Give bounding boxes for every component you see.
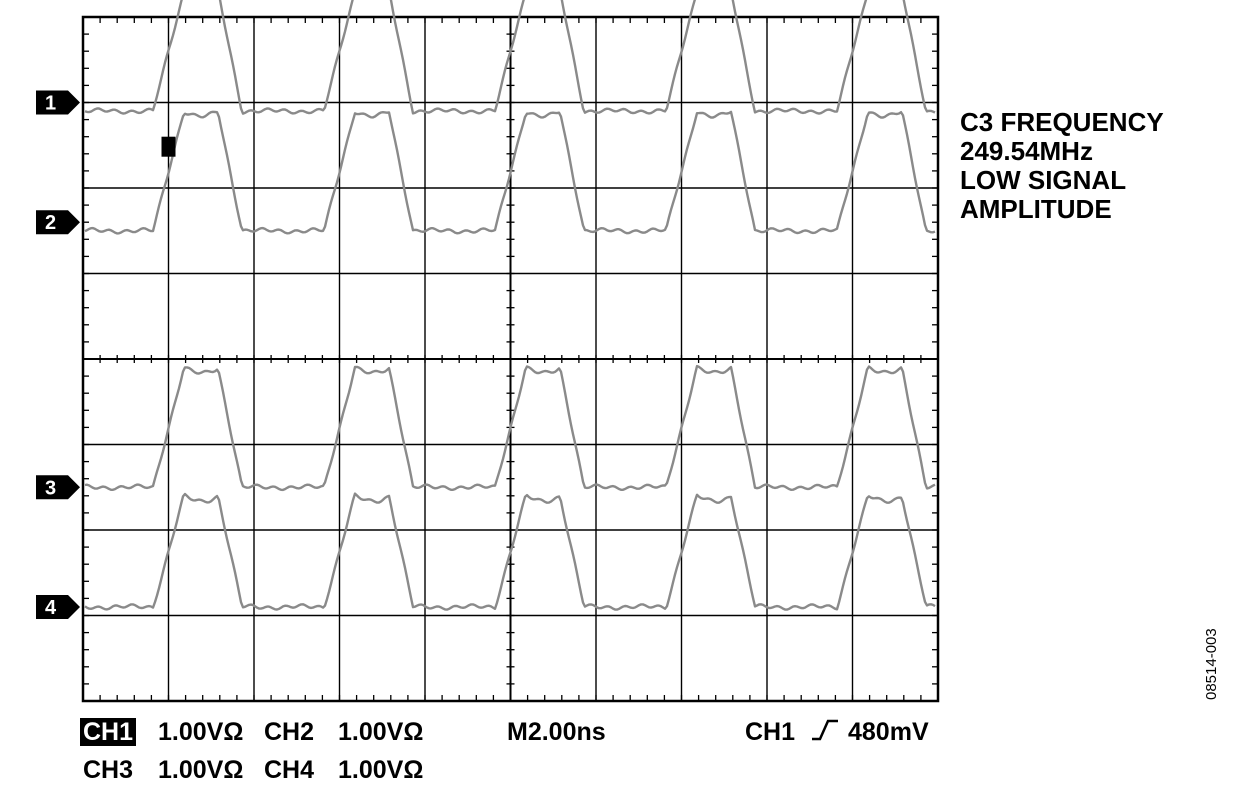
waveform-traces xyxy=(84,0,936,611)
trace-ch4 xyxy=(84,492,936,611)
trigger-channel: CH1 xyxy=(745,718,796,746)
ch1-scale: 1.00VΩ xyxy=(158,718,244,746)
ch4-scale: 1.00VΩ xyxy=(338,756,424,784)
trigger-point-marker xyxy=(161,136,176,157)
measurement-frequency: 249.54MHz xyxy=(960,136,1093,166)
ch3-scale: 1.00VΩ xyxy=(158,756,244,784)
ch2-label: CH2 xyxy=(264,718,315,746)
channel-ground-markers: 1 2 3 4 xyxy=(36,90,176,619)
ch1-label-text: CH1 xyxy=(80,718,137,746)
measurement-line-3: LOW SIGNAL xyxy=(960,165,1127,195)
trace-ch2 xyxy=(84,110,936,235)
measurement-line-1: C3 FREQUENCY xyxy=(960,107,1164,137)
measurement-line-4: AMPLITUDE xyxy=(960,194,1112,224)
timebase-readout: M2.00ns xyxy=(507,718,606,746)
marker-arrow-shape xyxy=(36,475,80,500)
marker-arrow-shape xyxy=(36,90,80,115)
graticule xyxy=(81,15,940,703)
channel-marker-1: 1 xyxy=(36,90,80,115)
measurement-readout: C3 FREQUENCY 249.54MHz LOW SIGNAL AMPLIT… xyxy=(960,108,1164,224)
rising-edge-icon xyxy=(810,716,840,750)
ch4-label: CH4 xyxy=(264,756,315,784)
ch2-scale: 1.00VΩ xyxy=(338,718,424,746)
trigger-level: 480mV xyxy=(848,718,929,746)
figure-id: 08514-003 xyxy=(1203,628,1220,700)
marker-label: 4 xyxy=(45,597,57,619)
trace-ch1 xyxy=(84,0,936,115)
ch3-label: CH3 xyxy=(83,756,134,784)
trace-ch3 xyxy=(84,364,936,492)
marker-label: 2 xyxy=(45,212,56,234)
ch1-label: CH1 xyxy=(80,718,137,746)
channel-marker-2: 2 xyxy=(36,210,80,235)
marker-arrow-shape xyxy=(36,210,80,235)
channel-marker-4: 4 xyxy=(36,594,80,619)
marker-label: 1 xyxy=(45,93,56,115)
channel-marker-3: 3 xyxy=(36,475,80,500)
marker-label: 3 xyxy=(45,477,56,499)
marker-arrow-shape xyxy=(36,594,80,619)
